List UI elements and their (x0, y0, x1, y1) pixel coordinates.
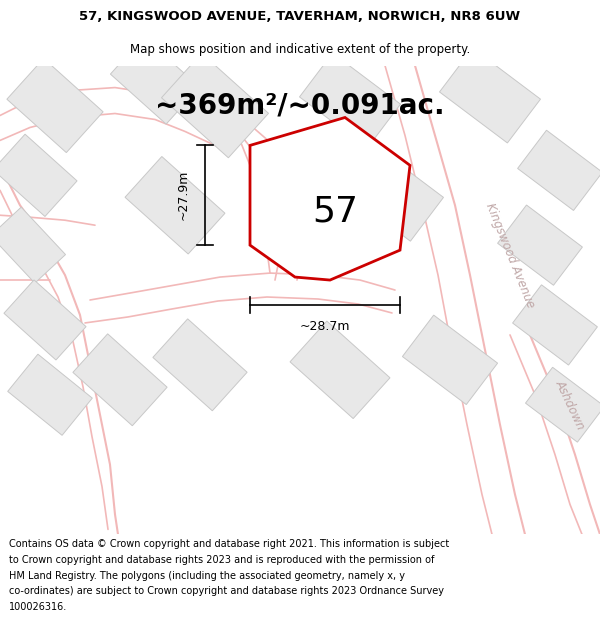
Polygon shape (153, 319, 247, 411)
Polygon shape (8, 354, 92, 436)
Polygon shape (512, 285, 598, 365)
Polygon shape (125, 156, 225, 254)
Text: Map shows position and indicative extent of the property.: Map shows position and indicative extent… (130, 42, 470, 56)
Text: co-ordinates) are subject to Crown copyright and database rights 2023 Ordnance S: co-ordinates) are subject to Crown copyr… (9, 586, 444, 596)
Polygon shape (497, 205, 583, 285)
Text: HM Land Registry. The polygons (including the associated geometry, namely x, y: HM Land Registry. The polygons (includin… (9, 571, 405, 581)
Text: ~369m²/~0.091ac.: ~369m²/~0.091ac. (155, 91, 445, 119)
Text: Kingswood Avenue: Kingswood Avenue (483, 201, 537, 309)
Polygon shape (7, 59, 103, 152)
Polygon shape (73, 334, 167, 426)
Polygon shape (403, 315, 497, 404)
Polygon shape (4, 280, 86, 360)
Polygon shape (0, 134, 77, 216)
Text: Contains OS data © Crown copyright and database right 2021. This information is : Contains OS data © Crown copyright and d… (9, 539, 449, 549)
Polygon shape (290, 321, 390, 419)
Polygon shape (518, 130, 600, 211)
Polygon shape (0, 207, 65, 283)
Polygon shape (250, 118, 410, 280)
Polygon shape (299, 53, 400, 148)
Polygon shape (161, 53, 269, 158)
Text: 57, KINGSWOOD AVENUE, TAVERHAM, NORWICH, NR8 6UW: 57, KINGSWOOD AVENUE, TAVERHAM, NORWICH,… (79, 10, 521, 23)
Text: ~28.7m: ~28.7m (300, 321, 350, 333)
Text: to Crown copyright and database rights 2023 and is reproduced with the permissio: to Crown copyright and database rights 2… (9, 555, 434, 565)
Text: Ashdown: Ashdown (553, 378, 587, 432)
Polygon shape (440, 48, 541, 143)
Polygon shape (110, 37, 200, 124)
Polygon shape (347, 149, 443, 241)
Text: 100026316.: 100026316. (9, 602, 67, 612)
Polygon shape (526, 368, 600, 442)
Text: 57: 57 (313, 194, 359, 229)
Text: ~27.9m: ~27.9m (176, 170, 190, 221)
